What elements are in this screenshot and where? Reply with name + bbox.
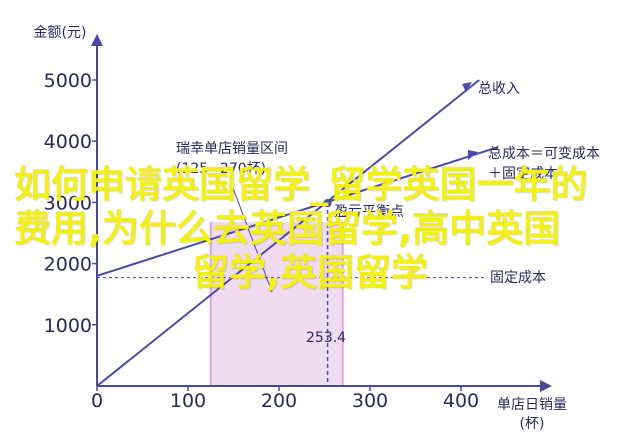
y-axis-arrow (91, 34, 103, 46)
total-cost-line (96, 146, 498, 277)
total-revenue-line-arrow (462, 82, 472, 92)
dashed-guide-layer (97, 203, 484, 386)
x-axis-title-line-2: (杯) (520, 416, 545, 432)
y-tick-label-5000: 5000 (44, 70, 92, 92)
range-band-layer (209, 222, 344, 386)
x-tick-label-0: 0 (91, 390, 103, 412)
y-axis-title: 金额(元) (34, 25, 87, 41)
x-tick-label-400: 400 (443, 390, 479, 412)
total-cost-label-line-2: ＋固定成本 (488, 166, 558, 182)
y-tick-label-1000: 1000 (44, 315, 92, 337)
breakeven-value-label: 253.4 (306, 330, 346, 346)
total-revenue-line (96, 79, 480, 387)
fixed-cost-label: 固定成本 (490, 270, 546, 286)
range-band-leader (229, 179, 273, 293)
breakeven-point (323, 199, 332, 207)
x-tick-label-200: 200 (261, 390, 297, 412)
series-layer (96, 79, 498, 387)
x-axis-arrow (540, 380, 552, 392)
total-cost-label-line-1: 总成本＝可变成本 (488, 146, 600, 162)
y-tick-label-4000: 4000 (44, 131, 92, 153)
range-band-label-line-1: 瑞幸单店销量区间 (176, 141, 288, 157)
range-band-label-line-2: (125~270杯) (176, 161, 266, 177)
x-axis-title-line-1: 单店日销量 (497, 397, 567, 413)
total-cost-line-arrow (468, 150, 478, 160)
y-tick-label-2000: 2000 (44, 254, 92, 276)
breakeven-label: 盈亏平衡点 (334, 204, 404, 220)
total-revenue-label: 总收入 (478, 81, 520, 97)
axis-layer: 0100200300400100020003000400050000金额(元)单… (34, 25, 567, 432)
x-tick-label-100: 100 (170, 390, 206, 412)
range-band (210, 222, 343, 386)
y-tick-label-3000: 3000 (44, 192, 92, 214)
x-tick-label-300: 300 (352, 390, 388, 412)
